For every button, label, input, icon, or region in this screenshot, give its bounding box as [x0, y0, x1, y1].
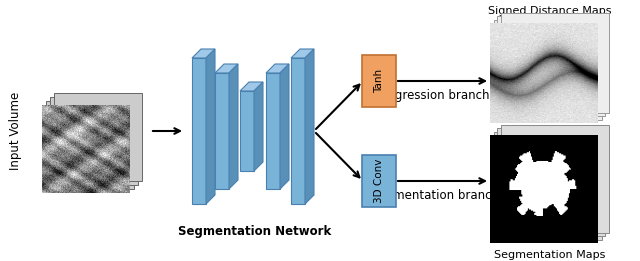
Bar	[493, 132, 602, 240]
FancyBboxPatch shape	[362, 155, 396, 207]
Text: Segmentation Maps: Segmentation Maps	[494, 250, 605, 260]
Polygon shape	[291, 49, 314, 58]
Text: Signed Distance Maps: Signed Distance Maps	[488, 6, 612, 16]
Bar	[54, 93, 142, 181]
Polygon shape	[291, 58, 305, 204]
Polygon shape	[254, 82, 263, 171]
Bar	[500, 124, 609, 233]
Polygon shape	[206, 49, 215, 204]
Text: Segmentation Network: Segmentation Network	[179, 224, 332, 238]
Polygon shape	[192, 58, 206, 204]
Polygon shape	[215, 64, 238, 73]
Polygon shape	[229, 64, 238, 189]
Bar	[493, 20, 602, 120]
Polygon shape	[266, 64, 289, 73]
Polygon shape	[305, 49, 314, 204]
Bar	[50, 97, 138, 185]
Bar	[497, 128, 605, 236]
Bar	[46, 101, 134, 189]
FancyBboxPatch shape	[362, 55, 396, 107]
Bar	[497, 16, 605, 116]
Text: Segmentation branch: Segmentation branch	[371, 189, 499, 203]
Text: Regression branch: Regression branch	[380, 90, 490, 103]
Bar	[500, 13, 609, 112]
Text: Input Volume: Input Volume	[10, 92, 22, 170]
Polygon shape	[280, 64, 289, 189]
Polygon shape	[266, 73, 280, 189]
Polygon shape	[240, 82, 263, 91]
Polygon shape	[215, 73, 229, 189]
Polygon shape	[192, 49, 215, 58]
Text: 3D Conv: 3D Conv	[374, 159, 384, 203]
Polygon shape	[240, 91, 254, 171]
Text: Tanh: Tanh	[374, 69, 384, 93]
